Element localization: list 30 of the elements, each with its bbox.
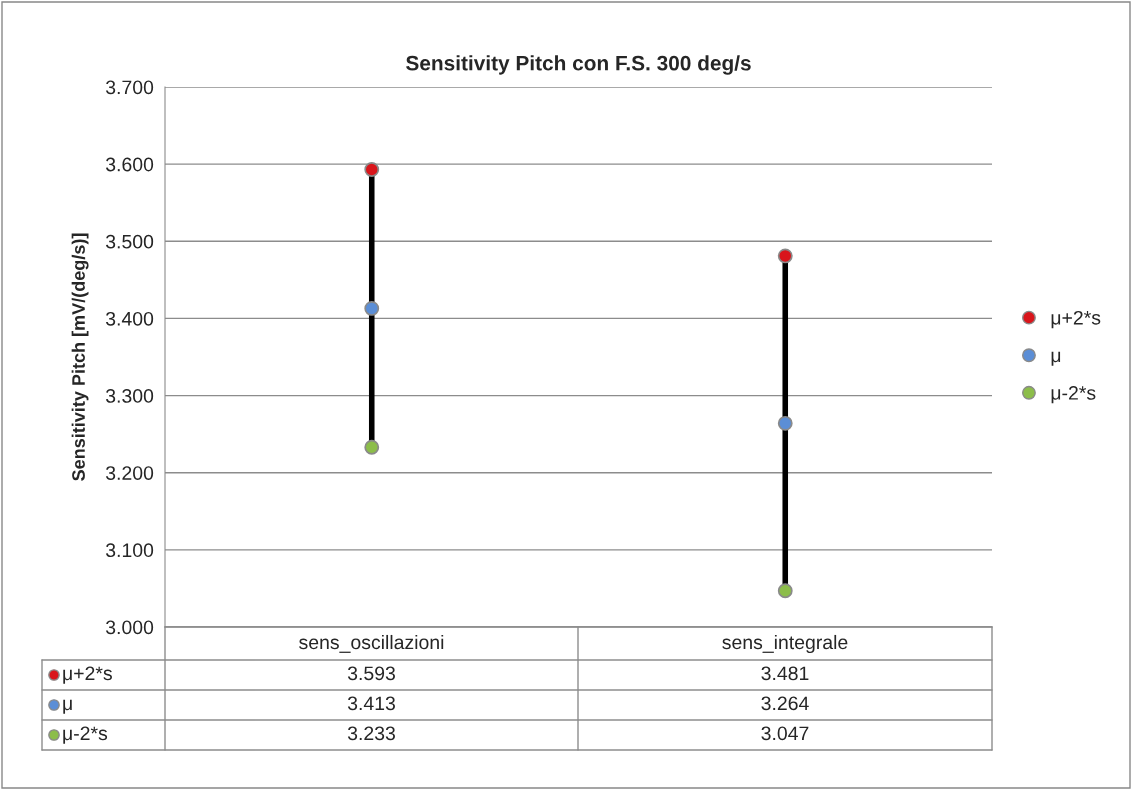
y-tick-label: 3.200 <box>105 466 154 480</box>
text: μ+2*s <box>63 666 112 684</box>
x-tick-label: sens_oscillazioni <box>299 634 444 653</box>
text: μ <box>63 699 72 714</box>
y-tick-label: 3.500 <box>105 234 154 249</box>
y-tick-label: 3.100 <box>105 543 154 558</box>
data-label: 3.481 <box>761 666 809 681</box>
point <box>364 162 380 177</box>
data-label: 3.264 <box>761 696 809 711</box>
y-tick-label: 3.700 <box>105 80 154 95</box>
y-tick-label: 3.600 <box>105 157 154 172</box>
data-label: 3.047 <box>761 726 809 741</box>
point <box>364 300 380 316</box>
y-axis-title: Sensitivity Pitch [mV/(deg/s)] <box>71 233 89 481</box>
point <box>777 248 793 264</box>
y-tick-label: 3.400 <box>105 311 154 326</box>
point <box>777 415 793 431</box>
data-label: 3.413 <box>347 696 395 711</box>
legend-label: μ-2*s <box>1051 386 1096 404</box>
chart-title: Sensitivity Pitch con F.S. 300 deg/s <box>406 55 751 75</box>
data-label: 3.593 <box>347 666 395 681</box>
legend-label: μ+2*s <box>1051 310 1101 329</box>
legend-label: μ <box>1051 351 1061 366</box>
point <box>777 583 793 599</box>
data-label: 3.233 <box>347 726 395 741</box>
y-tick-label: 3.300 <box>105 389 154 403</box>
x-tick-label: sens_integrale <box>722 634 848 654</box>
point <box>364 439 380 455</box>
y-tick-label: 3.000 <box>105 620 154 635</box>
text: μ-2*s <box>63 726 108 744</box>
